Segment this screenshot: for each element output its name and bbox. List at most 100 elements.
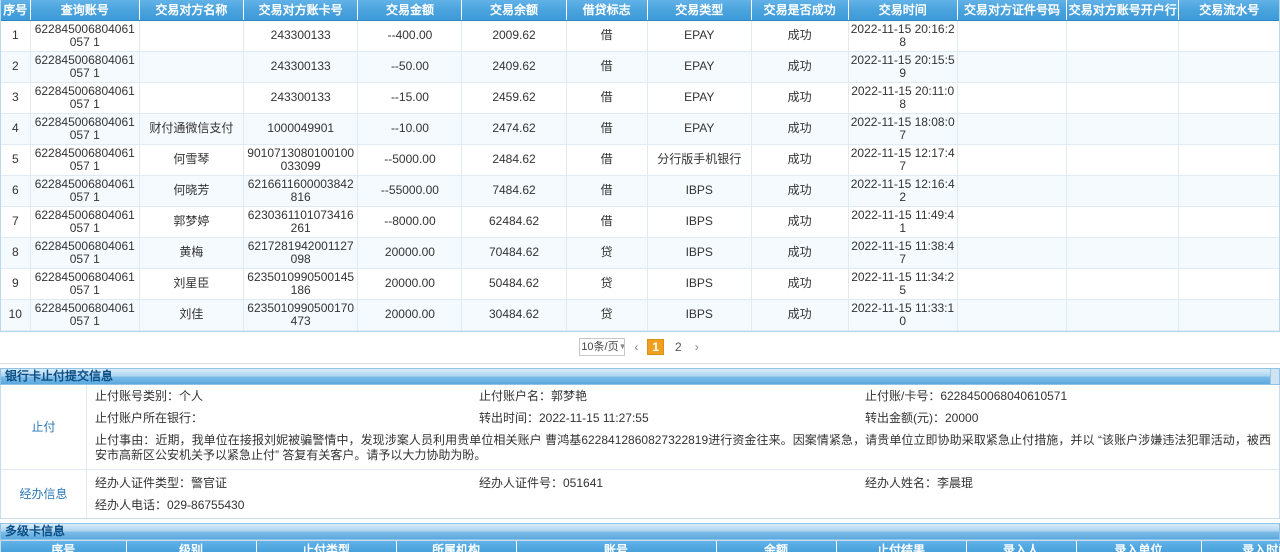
cell-debit-credit-flag: 贷 — [566, 299, 648, 331]
column-header-counterparty-id[interactable]: 交易对方证件号码 — [957, 0, 1068, 21]
cell-serial — [1178, 206, 1279, 238]
table-row[interactable]: 9 622845006804061057 1 刘星臣 6235010990500145… — [1, 268, 1279, 300]
cell-counterparty-id — [957, 268, 1068, 300]
cell-counterparty-card: 6235010990500170473 — [243, 299, 359, 331]
column-header-serial[interactable]: 交易流水号 — [1178, 0, 1279, 21]
column-header-debit-credit-flag[interactable]: 借贷标志 — [566, 0, 648, 21]
table-row[interactable]: 2 622845006804061057 1 243300133 --50.00 240… — [1, 51, 1279, 83]
cell-counterparty-card: 243300133 — [243, 20, 359, 52]
page-size-value: 10条/页 — [581, 341, 619, 353]
page-size-select[interactable]: 10条/页 ▼ — [579, 338, 626, 356]
cell-transaction-type: IBPS — [647, 299, 752, 331]
cell-transaction-type: EPAY — [647, 51, 752, 83]
column-header-mc-balance[interactable]: 余额 — [716, 540, 837, 552]
cell-counterparty-id — [957, 82, 1068, 114]
cell-transaction-time: 2022-11-15 12:17:47 — [848, 144, 958, 176]
column-header-index[interactable]: 序号 — [1, 0, 31, 21]
table-row[interactable]: 3 622845006804061057 1 243300133 --15.00 245… — [1, 82, 1279, 114]
multi-card-header-row: 序号 级别 止付类型 所属机构 账号 余额 止付结果 录入人 录入单位 录入时间 — [1, 540, 1280, 552]
cell-counterparty-card: 6217281942001127098 — [243, 237, 359, 269]
table-row[interactable]: 1 622845006804061057 1 243300133 --400.00 20… — [1, 20, 1279, 52]
column-header-transaction-type[interactable]: 交易类型 — [647, 0, 752, 21]
scrollbar-nub[interactable] — [1270, 368, 1279, 384]
cell-counterparty-bank — [1066, 268, 1180, 300]
cell-serial — [1178, 237, 1279, 269]
column-header-amount[interactable]: 交易金额 — [357, 0, 463, 21]
column-header-query-account[interactable]: 查询账号 — [30, 0, 140, 21]
column-header-mc-institution[interactable]: 所属机构 — [396, 540, 517, 552]
column-header-mc-result[interactable]: 止付结果 — [836, 540, 967, 552]
cell-transaction-type: IBPS — [647, 268, 752, 300]
cell-serial — [1178, 268, 1279, 300]
cell-success: 成功 — [751, 51, 849, 83]
column-header-transaction-time[interactable]: 交易时间 — [848, 0, 958, 21]
cell-balance: 7484.62 — [461, 175, 567, 207]
column-header-counterparty-bank[interactable]: 交易对方账号开户行 — [1066, 0, 1180, 21]
cell-counterparty-bank — [1066, 206, 1180, 238]
cell-transaction-type: EPAY — [647, 82, 752, 114]
cell-debit-credit-flag: 借 — [566, 82, 648, 114]
column-header-mc-operator[interactable]: 录入人 — [966, 540, 1077, 552]
stop-payment-panel: 银行卡止付提交信息 止付 止付账号类别：个人 止付账户名：郭梦艳 止付账/卡号：… — [0, 367, 1280, 519]
column-header-counterparty-name[interactable]: 交易对方名称 — [139, 0, 244, 21]
cell-counterparty-id — [957, 237, 1068, 269]
cell-debit-credit-flag: 借 — [566, 175, 648, 207]
cell-counterparty-card: 6230361101073416261 — [243, 206, 359, 238]
cell-query-account: 622845006804061057 1 — [30, 299, 140, 331]
table-row[interactable]: 6 622845006804061057 1 何晓芳 6216611600003842… — [1, 175, 1279, 207]
column-header-mc-level[interactable]: 级别 — [126, 540, 257, 552]
cell-index: 2 — [1, 51, 31, 83]
cell-counterparty-id — [957, 113, 1068, 145]
handler-fields: 经办人证件类型：警官证 经办人证件号：051641 经办人姓名：李晨琨 经办人电… — [87, 470, 1279, 518]
cell-balance: 62484.62 — [461, 206, 567, 238]
transaction-table: 序号 查询账号 交易对方名称 交易对方账卡号 交易金额 交易余额 借贷标志 交易… — [1, 0, 1279, 331]
cell-query-account: 622845006804061057 1 — [30, 20, 140, 52]
cell-counterparty-card: 9010713080100100033099 — [243, 144, 359, 176]
page-number-2[interactable]: 2 — [675, 340, 682, 354]
cell-amount: 20000.00 — [357, 268, 463, 300]
cell-counterparty-bank — [1066, 113, 1180, 145]
column-header-success[interactable]: 交易是否成功 — [751, 0, 849, 21]
cell-amount: --5000.00 — [357, 144, 463, 176]
page-number-1[interactable]: 1 — [647, 339, 664, 355]
cell-query-account: 622845006804061057 1 — [30, 51, 140, 83]
column-header-mc-account[interactable]: 账号 — [516, 540, 717, 552]
column-header-mc-time[interactable]: 录入时间 — [1201, 540, 1280, 552]
cell-counterparty-card: 243300133 — [243, 51, 359, 83]
table-row[interactable]: 5 622845006804061057 1 何雪琴 9010713080100100… — [1, 144, 1279, 176]
cell-transaction-time: 2022-11-15 12:16:42 — [848, 175, 958, 207]
cell-query-account: 622845006804061057 1 — [30, 144, 140, 176]
cell-debit-credit-flag: 借 — [566, 51, 648, 83]
cell-counterparty-id — [957, 206, 1068, 238]
column-header-counterparty-card[interactable]: 交易对方账卡号 — [243, 0, 359, 21]
handler-line-2: 经办人电话：029-86755430 — [87, 494, 1279, 516]
table-row[interactable]: 10 622845006804061057 1 刘佳 6235010990500170… — [1, 299, 1279, 331]
table-row[interactable]: 7 622845006804061057 1 郭梦婷 6230361101073416… — [1, 206, 1279, 238]
column-header-mc-index[interactable]: 序号 — [1, 540, 127, 552]
next-page-button[interactable]: › — [694, 340, 699, 354]
chevron-down-icon: ▼ — [619, 339, 625, 355]
cell-serial — [1178, 299, 1279, 331]
column-header-mc-unit[interactable]: 录入单位 — [1076, 540, 1202, 552]
multi-card-panel-body: 序号 级别 止付类型 所属机构 账号 余额 止付结果 录入人 录入单位 录入时间… — [0, 539, 1280, 552]
cell-counterparty-id — [957, 299, 1068, 331]
column-header-mc-stop-type[interactable]: 止付类型 — [256, 540, 397, 552]
cell-transaction-type: IBPS — [647, 175, 752, 207]
cell-serial — [1178, 51, 1279, 83]
cell-debit-credit-flag: 借 — [566, 144, 648, 176]
cell-success: 成功 — [751, 237, 849, 269]
multi-card-panel: 多级卡信息 序号 级别 止付类型 所属机构 — [0, 522, 1280, 552]
cell-transaction-type: IBPS — [647, 237, 752, 269]
table-row[interactable]: 4 622845006804061057 1 财付通微信支付 1000049901 --… — [1, 113, 1279, 145]
cell-balance: 50484.62 — [461, 268, 567, 300]
stop-payment-panel-body: 止付 止付账号类别：个人 止付账户名：郭梦艳 止付账/卡号：6228450068… — [0, 384, 1280, 519]
prev-page-button[interactable]: ‹ — [634, 340, 639, 354]
field-handler-name: 经办人姓名：李晨琨 — [865, 476, 974, 490]
cell-counterparty-bank — [1066, 237, 1180, 269]
table-row[interactable]: 8 622845006804061057 1 黄梅 62172819420011270… — [1, 237, 1279, 269]
column-header-balance[interactable]: 交易余额 — [461, 0, 567, 21]
handler-info-row: 经办信息 经办人证件类型：警官证 经办人证件号：051641 经办人姓名：李晨琨… — [1, 469, 1279, 518]
cell-query-account: 622845006804061057 1 — [30, 175, 140, 207]
stop-payment-panel-title-text: 银行卡止付提交信息 — [5, 368, 114, 383]
cell-index: 3 — [1, 82, 31, 114]
